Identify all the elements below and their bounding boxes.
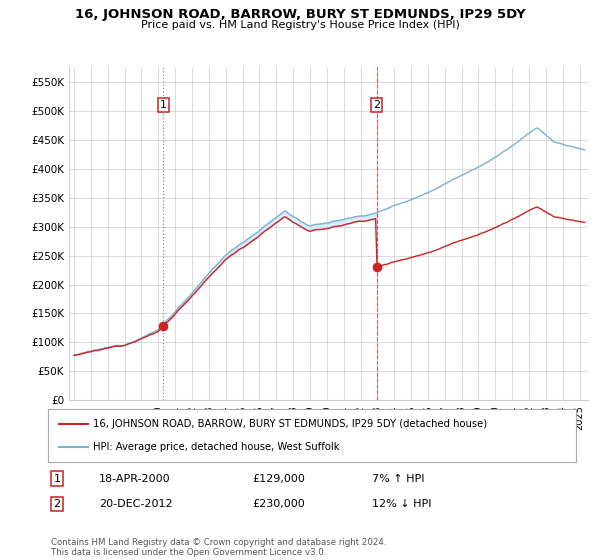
Text: HPI: Average price, detached house, West Suffolk: HPI: Average price, detached house, West… xyxy=(93,442,340,452)
Text: Price paid vs. HM Land Registry's House Price Index (HPI): Price paid vs. HM Land Registry's House … xyxy=(140,20,460,30)
Text: £129,000: £129,000 xyxy=(252,474,305,484)
Text: 1: 1 xyxy=(53,474,61,484)
Text: £230,000: £230,000 xyxy=(252,499,305,509)
Text: 7% ↑ HPI: 7% ↑ HPI xyxy=(372,474,425,484)
Text: 1: 1 xyxy=(160,100,167,110)
Text: 18-APR-2000: 18-APR-2000 xyxy=(99,474,170,484)
Text: 20-DEC-2012: 20-DEC-2012 xyxy=(99,499,173,509)
Text: 2: 2 xyxy=(53,499,61,509)
Text: Contains HM Land Registry data © Crown copyright and database right 2024.
This d: Contains HM Land Registry data © Crown c… xyxy=(51,538,386,557)
Text: 2: 2 xyxy=(373,100,380,110)
Text: 12% ↓ HPI: 12% ↓ HPI xyxy=(372,499,431,509)
Text: 16, JOHNSON ROAD, BARROW, BURY ST EDMUNDS, IP29 5DY: 16, JOHNSON ROAD, BARROW, BURY ST EDMUND… xyxy=(74,8,526,21)
Text: 16, JOHNSON ROAD, BARROW, BURY ST EDMUNDS, IP29 5DY (detached house): 16, JOHNSON ROAD, BARROW, BURY ST EDMUND… xyxy=(93,419,487,429)
